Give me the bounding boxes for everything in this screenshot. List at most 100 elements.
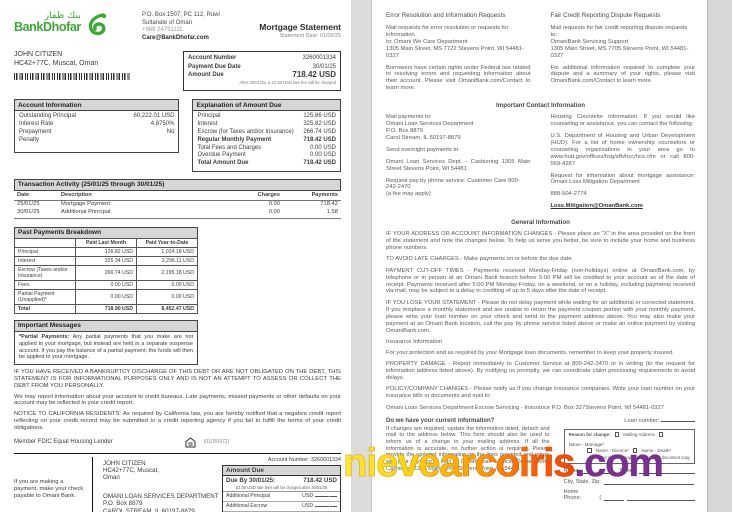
- bank-phone: +968 24791111: [142, 27, 183, 34]
- checkbox-icon: [658, 432, 664, 437]
- past-payments-row: Interest 325.34 USD 2,296.11 USD: [14, 255, 198, 266]
- additional-escrow-row: Additional Escrow USD .: [223, 502, 340, 512]
- account-summary-box: Account Number 3260001334 Payment Due Da…: [183, 51, 341, 92]
- blank-line: [626, 497, 695, 502]
- bank-address-block: P.O. Box 1507, PC 112, Ruwi Sultanate of…: [142, 12, 220, 42]
- name-label: Name:: [564, 468, 580, 474]
- mortgage-assistance-text: Request for information about mortgage a…: [550, 172, 696, 186]
- past-payments-title: Past Payments Breakdown: [14, 226, 198, 238]
- bank-email: Care@BankDhofar.com: [142, 34, 209, 41]
- late-charges-paragraph: TO AVOID LATE CHARGES - Make payments on…: [386, 256, 574, 263]
- cell-ytd: 0.00 USD: [136, 279, 198, 290]
- cell-ytd: 0.00 USD: [136, 288, 198, 305]
- assistance-phone: 888-504-2774: [550, 191, 587, 198]
- payee-name: OMANI LOAN SERVICES DEPARTMENT: [103, 492, 219, 500]
- transaction-row: 30/01/25 Additional Principal 0.00 1.58: [14, 209, 341, 217]
- street-label: Street:: [619, 468, 636, 475]
- amount-due-value: 718.42 USD: [292, 70, 336, 80]
- important-messages-body: *Partial Payments: Any partial payments …: [14, 331, 198, 366]
- row-label: Fees: [14, 279, 76, 290]
- transaction-activity-section: Transaction Activity (25/01/25 through 3…: [14, 178, 341, 219]
- reason-footnote: *For name changes provide legal document…: [598, 454, 690, 460]
- row-value: 325.82 USD: [303, 121, 336, 128]
- row-label: Principal: [197, 113, 221, 120]
- account-information-panel: Account Information Outstanding Principa…: [14, 99, 180, 154]
- blank-line: [314, 503, 329, 508]
- cell-month: 0.00 USD: [75, 288, 137, 305]
- past-payments-row: Escrow (Taxes and/or Insurance) 266.74 US…: [14, 264, 198, 281]
- col-paid-last-month: Paid Last Month: [75, 237, 137, 248]
- amount-row: Escrow (for Taxes and/or Insurance) 266.7…: [197, 129, 336, 137]
- row-label: Escrow (for Taxes and/or Insurance): [197, 128, 294, 135]
- payee-address-line2: CAROL STREAM, IL 60197-8879: [103, 507, 195, 512]
- coupon-account-number: 3260001334: [311, 456, 341, 463]
- current-information-question: Do we have your current information?: [386, 417, 495, 424]
- overnight-label: Send overnight payments to:: [386, 146, 460, 153]
- equal-housing-icon: [185, 436, 196, 448]
- info-row: Penalty: [19, 137, 174, 145]
- fair-credit-intro: Mail requests for fair credit reporting …: [550, 25, 688, 38]
- payer-name: JOHN CITIZEN: [103, 459, 146, 467]
- error-resolution-column: Error Resolution and Information Request…: [386, 12, 531, 97]
- address-change-paragraph: IF YOUR ADDRESS OR ACCOUNT INFORMATION C…: [386, 231, 695, 251]
- amount-row: Total Fees and Charges 0.00 USD: [197, 145, 336, 153]
- payee-address-line1: P.O. Box 8879: [103, 500, 143, 508]
- col-paid-ytd: Paid Year-to-Date: [136, 237, 198, 248]
- row-label: Overdue Payment: [197, 152, 246, 159]
- amount-due-box: Amount Due Due By 30/01/25: 718.42 USD 2…: [222, 464, 341, 512]
- cell-ytd: 1,024.18 USD: [136, 246, 198, 257]
- account-number-value: 3260001334: [302, 55, 336, 62]
- payment-coupon: If you are making a payment, make your c…: [14, 452, 341, 512]
- blank-line: [639, 470, 695, 475]
- blank-line: [603, 481, 694, 485]
- row-label: Principal: [14, 246, 76, 257]
- row-value: 60,222.01 USD: [133, 113, 175, 120]
- fair-credit-title: Fair Credit Reporting Dispute Requests: [550, 12, 661, 19]
- cell-month: 126.82 USD: [75, 246, 137, 257]
- past-payments-row: Partial Payment (Unapplied)* 0.00 USD 0.00…: [14, 288, 198, 305]
- statement-front-page: بنك ظفار BankDhofar P.O. Box 1507, PC 11…: [0, 0, 351, 512]
- front-header: بنك ظفار BankDhofar P.O. Box 1507, PC 11…: [14, 10, 341, 42]
- cell-month: 266.74 USD: [75, 264, 137, 281]
- reason-name-death: Name - Death*: [641, 447, 672, 453]
- statement-title-block: Mortgage Statement Statement Date: 01/05…: [259, 10, 341, 42]
- reason-label: Reason for change:: [568, 431, 611, 437]
- payments-contact-column: Mail payments to: Omani Loan Services De…: [386, 114, 531, 210]
- checkbox-icon: [614, 432, 620, 437]
- bankdhofar-swirl-icon: [88, 13, 107, 36]
- cell-ytd: 2,195.18 USD: [136, 264, 198, 281]
- payer-address-line2: Oman: [103, 474, 120, 482]
- recipient-address: HC42+77C, Muscat, Oman: [14, 59, 99, 67]
- cell-description: Additional Principal: [61, 209, 111, 216]
- amount-row: Interest 325.82 USD: [197, 121, 336, 129]
- coupon-addresses: JOHN CITIZEN HC42+77C, Muscat, Oman OMAN…: [92, 456, 222, 512]
- late-fee-note: After 30/01/25, a 22.50 USD late fee wil…: [239, 79, 336, 85]
- important-messages-title: Important Messages: [14, 319, 198, 332]
- mail-payments-dept: Omani Loan Services Department: [386, 121, 474, 128]
- form-code: (01/25/972): [203, 439, 230, 446]
- loan-number-label: Loan number:: [624, 417, 660, 424]
- amount-row: Principal 125.86 USD: [197, 113, 336, 121]
- cell-payments: 718.42: [320, 201, 338, 208]
- col-payments: Payments: [311, 192, 338, 199]
- name-street-line: Name: Street:: [564, 468, 695, 475]
- info-panels-row: Account Information Outstanding Principa…: [14, 99, 341, 172]
- row-label: Interest Rate: [19, 121, 54, 128]
- transaction-table-header: Date Description Charges Payments: [14, 191, 341, 201]
- overnight-address: Omani Loan Services Dept. - Cashiering 1…: [386, 158, 531, 172]
- loss-mitigation-email-link[interactable]: Loss.Mitigation@OmanBank.com: [550, 203, 643, 210]
- info-row: Interest Rate 4.8750%: [19, 121, 174, 129]
- row-value: 125.86 USD: [303, 113, 336, 120]
- info-row: Prepayment No: [19, 129, 174, 137]
- explanation-title: Explanation of Amount Due: [192, 99, 341, 112]
- row-value: 718.42 USD: [303, 136, 336, 143]
- general-information-heading: General Information: [511, 219, 570, 227]
- cell-payments: 1.58: [326, 209, 338, 216]
- statement-date: Statement Date: 01/05/25: [279, 33, 341, 39]
- additional-escrow-label: Additional Escrow: [226, 503, 268, 510]
- additional-principal-label: Additional Principal: [226, 493, 271, 500]
- property-damage-paragraph: PROPERTY DAMAGE - Report immediately to …: [386, 361, 695, 382]
- keep-insured-paragraph: For your protection and as required by y…: [386, 349, 675, 356]
- row-label: Prepayment: [19, 128, 52, 135]
